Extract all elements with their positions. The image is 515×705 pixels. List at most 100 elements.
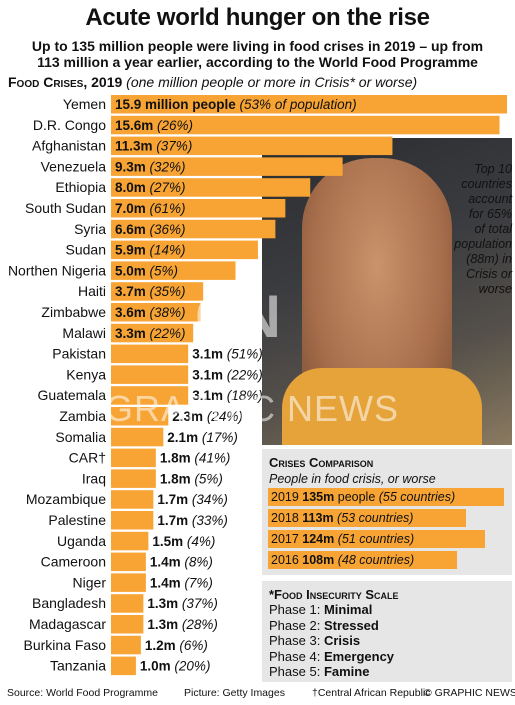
- value-label: 3.1m (18%): [192, 388, 263, 403]
- comparison-row-2016: 2016 108m (48 countries): [268, 551, 457, 569]
- value-label: 5.9m (14%): [115, 243, 186, 258]
- top10-callout: Top 10 countries account for 65% of total pop…: [450, 162, 512, 297]
- bar-21: [111, 531, 149, 551]
- footer-picture-credit: Picture: Getty Images: [184, 687, 285, 699]
- subtitle-line-2: 113 million a year earlier, according to…: [37, 54, 478, 70]
- country-label: Haiti: [78, 283, 106, 299]
- country-label: CAR†: [69, 450, 106, 466]
- subtitle-line-1: Up to 135 million people were living in …: [31, 38, 484, 54]
- phase-name: Famine: [323, 664, 370, 679]
- bar-2: [111, 136, 393, 156]
- footer: Source: World Food Programme Picture: Ge…: [0, 687, 515, 705]
- phase-name: Minimal: [323, 602, 373, 617]
- bar-14: [111, 386, 189, 405]
- country-label: Syria: [74, 221, 106, 237]
- comparison-suffix: people: [334, 490, 379, 504]
- bar-8: [111, 261, 236, 280]
- country-label: Palestine: [48, 512, 106, 528]
- value-label: 1.3m (28%): [147, 617, 218, 632]
- crises-comparison-title: Crises Comparison: [269, 455, 374, 470]
- chart-section-heading: Food Crises, 2019 (one million people or…: [8, 74, 417, 90]
- callout-line: account: [468, 192, 512, 206]
- value-label: 3.6m (38%): [115, 305, 186, 320]
- country-label: Guatemala: [38, 387, 107, 403]
- country-label: Somalia: [55, 429, 106, 445]
- country-label: Northen Nigeria: [8, 262, 106, 278]
- comparison-note: (51 countries): [337, 532, 415, 546]
- bar-27: [111, 656, 136, 676]
- comparison-year: 2019: [271, 490, 303, 504]
- comparison-value: 108m: [302, 553, 335, 567]
- value-label: 3.3m (22%): [115, 326, 186, 341]
- bar-5: [111, 199, 286, 218]
- value-label: 1.7m (34%): [157, 492, 228, 507]
- country-label: South Sudan: [25, 200, 106, 216]
- callout-line: (88m) in: [466, 252, 512, 266]
- country-label: Ethiopia: [55, 179, 106, 195]
- phase-label: Phase 2:: [269, 617, 324, 633]
- callout-line: worse: [478, 282, 512, 296]
- country-label: Kenya: [66, 366, 106, 382]
- footer-credit: © GRAPHIC NEWS: [424, 687, 515, 699]
- country-label: Afghanistan: [32, 138, 106, 154]
- scale-phase-3: Phase 3: Crisis: [269, 633, 360, 648]
- value-label: 5.0m (5%): [115, 263, 178, 278]
- phase-name: Stressed: [323, 617, 379, 633]
- country-label: Bangladesh: [32, 595, 106, 611]
- value-label: 3.1m (22%): [192, 367, 263, 382]
- callout-line: population: [454, 237, 512, 251]
- value-label: 1.8m (5%): [160, 471, 223, 486]
- page-title: Acute world hunger on the rise: [85, 4, 430, 31]
- value-label: 15.9 million people (53% of population): [115, 97, 357, 112]
- comparison-note: (55 countries): [378, 490, 456, 504]
- phase-label: Phase 3:: [269, 633, 324, 648]
- bar-20: [111, 511, 154, 530]
- bar-11: [111, 323, 194, 343]
- food-insecurity-scale-panel: *Food Insecurity Scale Phase 1: Minimal P…: [262, 581, 512, 682]
- country-label: Tanzania: [50, 658, 106, 674]
- bar-22: [111, 552, 146, 572]
- country-label: Sudan: [66, 242, 106, 258]
- crises-comparison-subtitle: People in food crisis, or worse: [269, 472, 436, 486]
- comparison-row-2019: 2019 135m people (55 countries): [268, 488, 504, 506]
- callout-line: countries: [461, 177, 512, 191]
- bar-18: [111, 469, 156, 488]
- value-label: 1.3m (37%): [147, 596, 218, 611]
- footer-source: Source: World Food Programme: [7, 687, 158, 699]
- footer-note: †Central African Republic: [312, 687, 431, 699]
- comparison-year: 2016: [271, 553, 303, 567]
- value-label: 6.6m (36%): [115, 222, 186, 237]
- country-label: Mozambique: [26, 491, 106, 507]
- phase-name: Crisis: [323, 633, 361, 648]
- value-label: 8.0m (27%): [115, 180, 186, 195]
- scale-phase-5: Phase 5: Famine: [269, 664, 369, 679]
- bar-10: [111, 303, 201, 322]
- value-label: 1.7m (33%): [157, 513, 228, 528]
- value-label: 1.4m (7%): [150, 575, 213, 590]
- callout-line: Crisis or: [466, 267, 512, 281]
- country-label: Uganda: [57, 533, 106, 549]
- comparison-value: 124m: [302, 532, 335, 546]
- country-label: Pakistan: [52, 346, 106, 362]
- scale-phase-4: Phase 4: Emergency: [269, 649, 394, 664]
- bar-3: [111, 157, 343, 176]
- country-label: Iraq: [82, 470, 106, 486]
- country-label: D.R. Congo: [33, 117, 106, 133]
- orange-blanket: [282, 368, 482, 445]
- value-label: 1.2m (6%): [145, 638, 208, 653]
- bar-4: [111, 178, 311, 197]
- bar-12: [111, 344, 189, 364]
- value-label: 7.0m (61%): [115, 201, 186, 216]
- comparison-value: 135m: [302, 490, 335, 504]
- bar-24: [111, 594, 144, 613]
- bar-7: [111, 240, 258, 260]
- bar-15: [111, 407, 169, 426]
- value-label: 1.5m (4%): [152, 534, 215, 549]
- comparison-row-2018: 2018 113m (53 countries): [268, 509, 466, 527]
- graphic-news-logo-watermark: GN: [195, 283, 281, 350]
- country-label: Zimbabwe: [41, 304, 106, 320]
- phase-label: Phase 1:: [269, 602, 324, 617]
- country-label: Niger: [73, 574, 107, 590]
- bar-1: [111, 115, 500, 135]
